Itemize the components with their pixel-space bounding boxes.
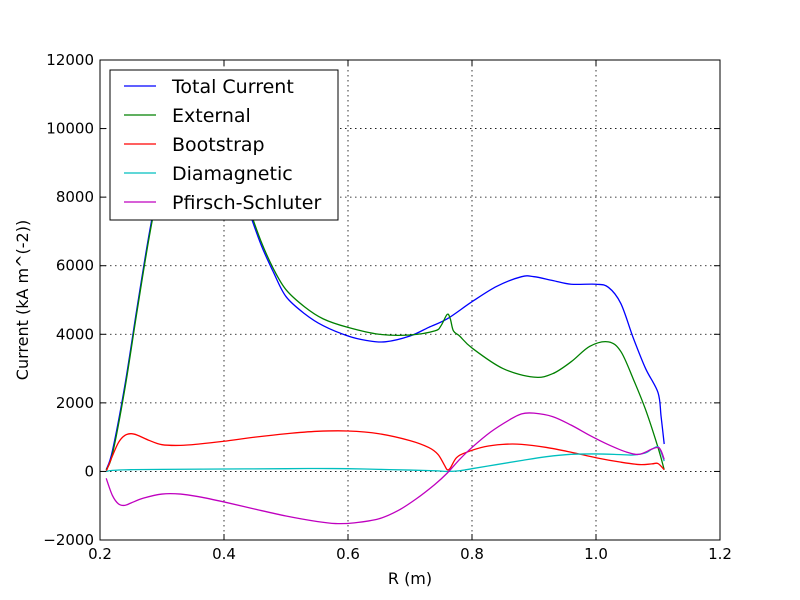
- y-tick-label: 0: [84, 462, 94, 480]
- x-axis-label: R (m): [388, 569, 432, 588]
- legend-label-bootstrap: Bootstrap: [172, 134, 265, 156]
- y-tick-label: 4000: [56, 325, 94, 343]
- legend-box: [109, 69, 339, 221]
- x-tick-label: 0.6: [336, 545, 360, 563]
- plot-frame: [99, 59, 721, 541]
- legend-label-external: External: [172, 105, 251, 127]
- y-axis-label: Current (kA m^(-2)): [13, 220, 32, 380]
- series-line-pfirsch-schluter: [105, 412, 665, 525]
- x-tick-label: 0.8: [460, 545, 484, 563]
- legend-label-diamagnetic: Diamagnetic: [172, 163, 293, 185]
- x-tick-label: 0.2: [88, 545, 112, 563]
- y-tick-label: 12000: [46, 51, 94, 69]
- legend-label-total-current: Total Current: [171, 76, 294, 98]
- y-tick-label: −2000: [43, 531, 94, 549]
- legend-items: Total Current External Bootstrap Diamagneti…: [124, 76, 321, 214]
- legend: Total Current External Bootstrap Diamagneti…: [109, 69, 339, 221]
- y-axis-tick-labels: −2000 0 2000 4000 6000 8000 10000 12000: [43, 51, 94, 549]
- y-tick-label: 2000: [56, 394, 94, 412]
- axis-ticks: [99, 59, 721, 541]
- x-tick-label: 0.4: [212, 545, 236, 563]
- x-tick-label: 1.0: [584, 545, 608, 563]
- y-tick-label: 8000: [56, 188, 94, 206]
- y-tick-label: 10000: [46, 120, 94, 138]
- y-tick-label: 6000: [56, 257, 94, 275]
- x-tick-label: 1.2: [708, 545, 732, 563]
- legend-label-pfirsch-schluter: Pfirsch-Schluter: [172, 192, 321, 214]
- x-axis-tick-labels: 0.2 0.4 0.6 0.8 1.0 1.2: [88, 545, 732, 563]
